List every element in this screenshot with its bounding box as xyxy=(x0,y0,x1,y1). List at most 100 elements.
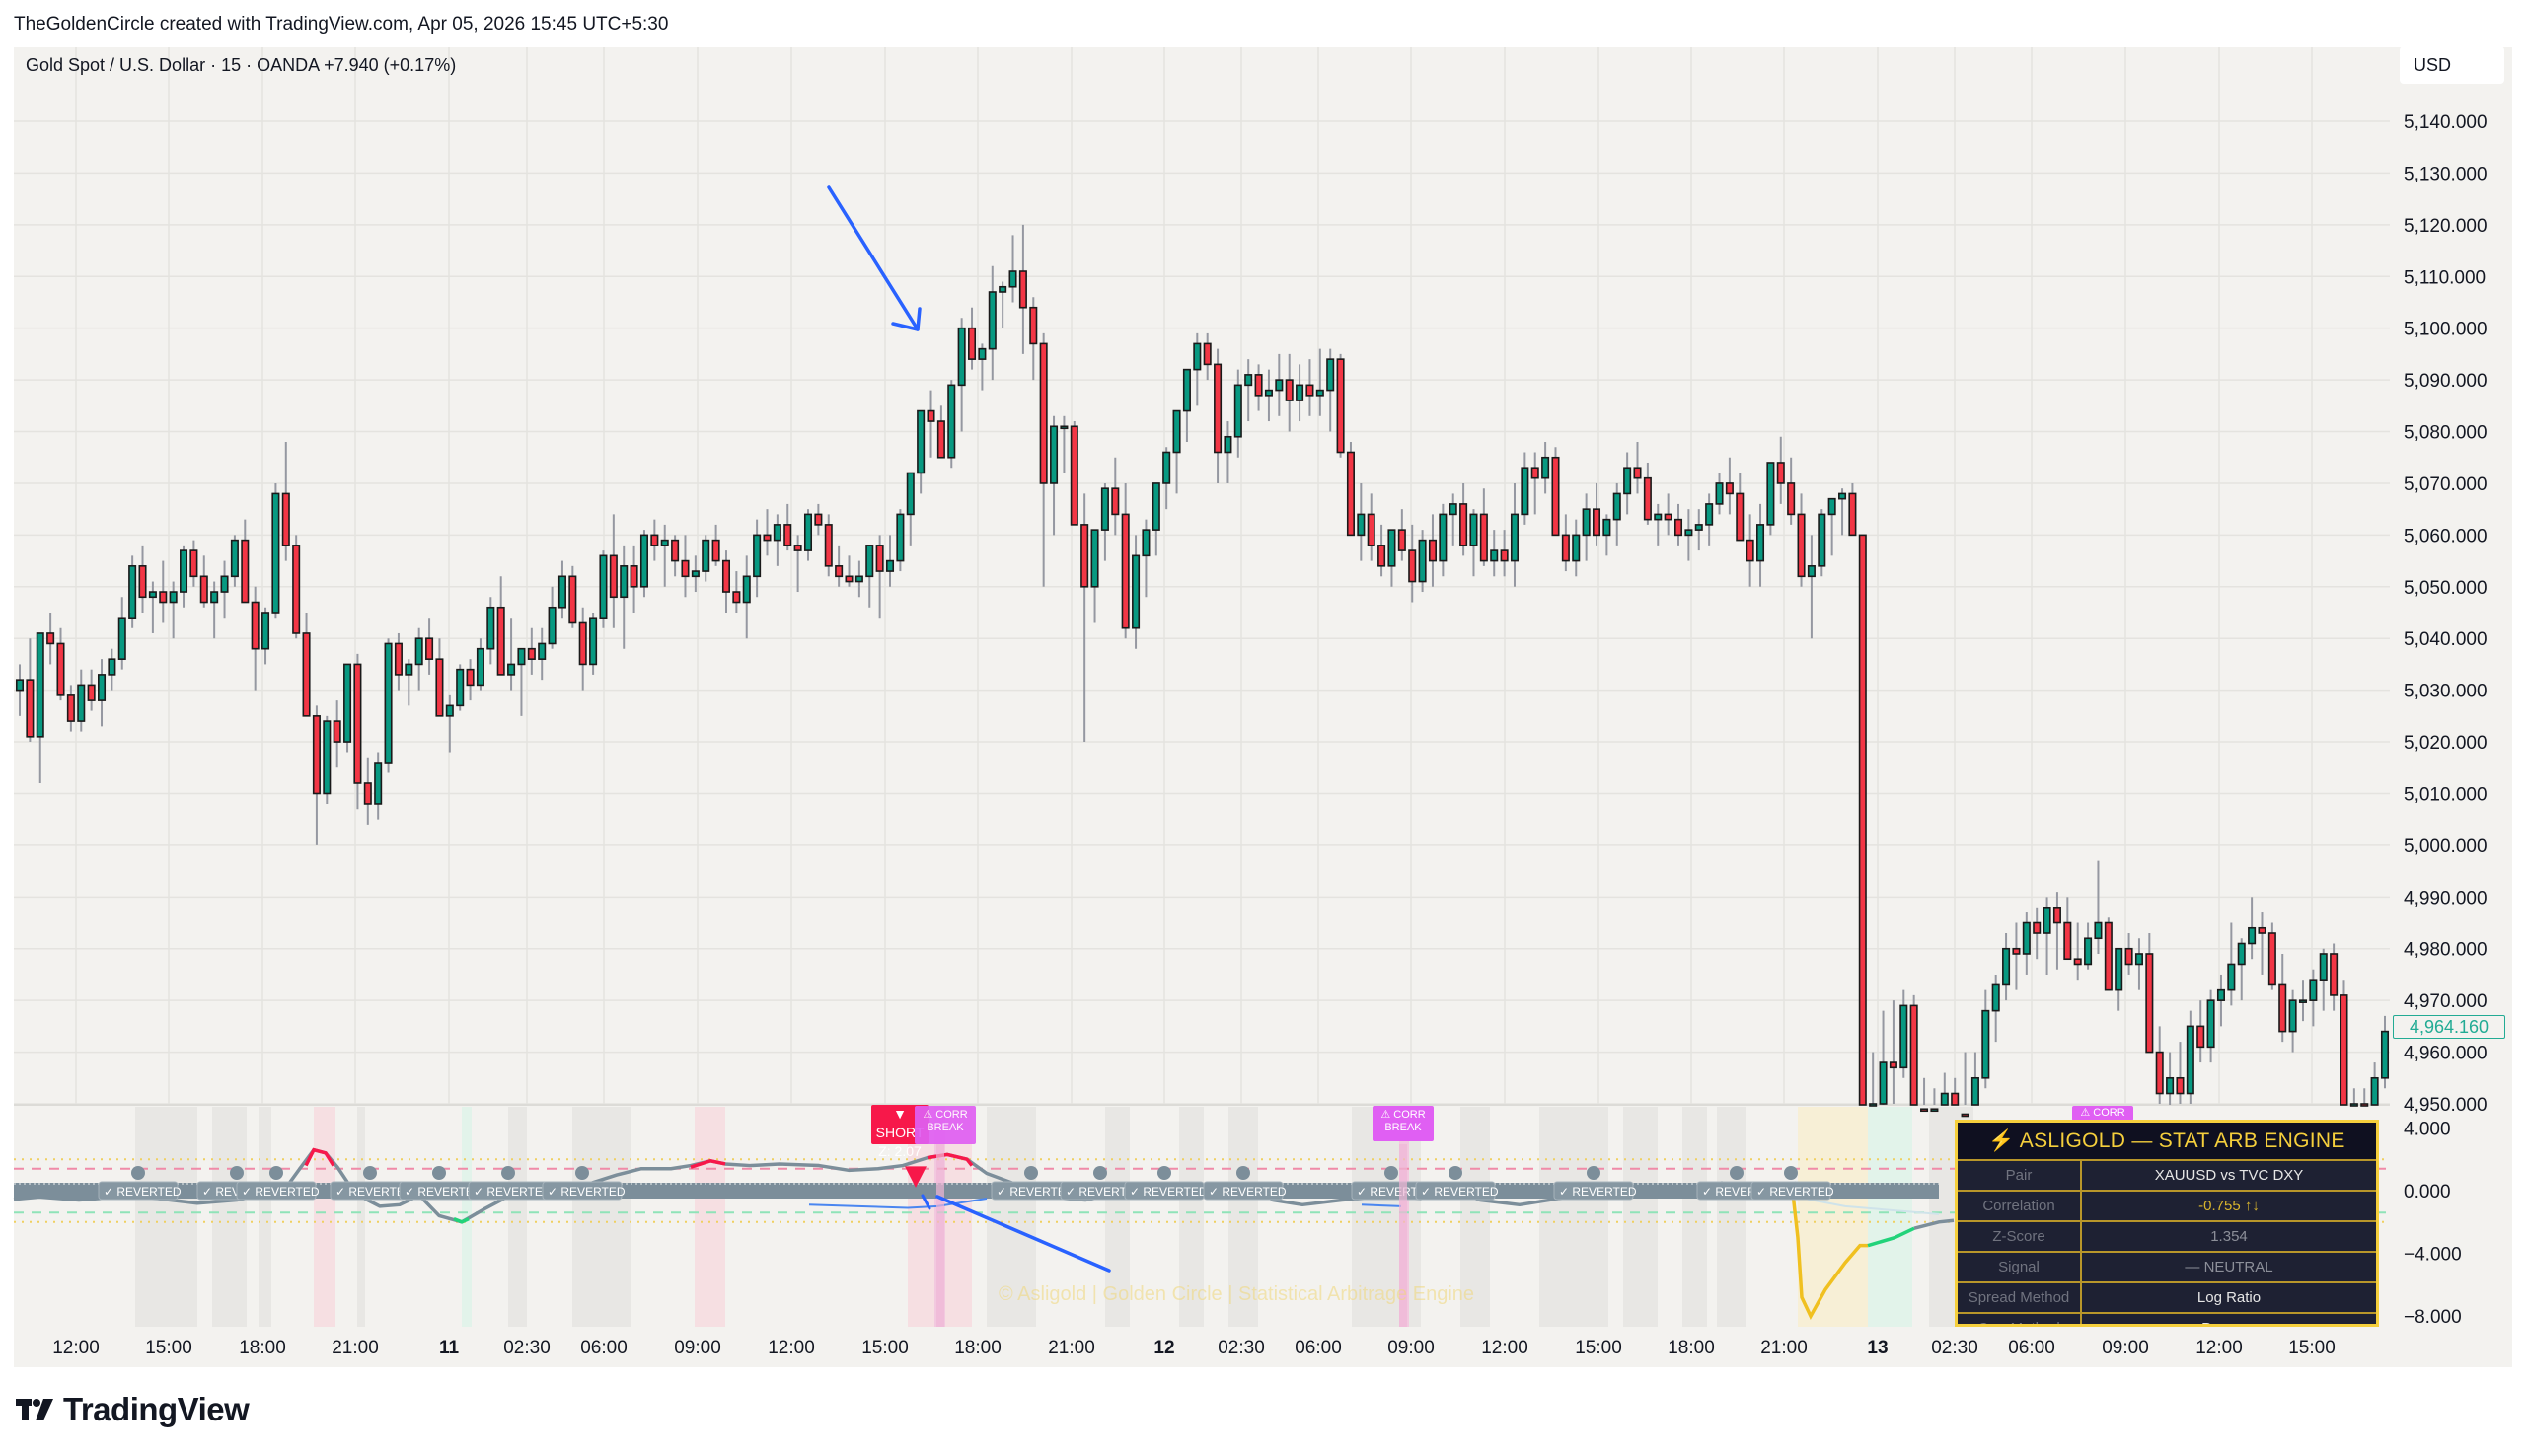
candle-up xyxy=(538,642,547,660)
candle-up xyxy=(2206,999,2215,1049)
last-price-tag: 4,964.160 xyxy=(2393,1015,2505,1039)
tradingview-logo-icon xyxy=(16,1399,53,1420)
candle-up xyxy=(896,513,905,562)
candle-down xyxy=(2196,1025,2205,1049)
short-signal-triangle-icon xyxy=(905,1166,927,1188)
time-axis-label: 12:00 xyxy=(52,1338,100,1358)
reverted-pin-icon xyxy=(269,1166,283,1180)
candle-up xyxy=(978,347,987,360)
info-key: Pair xyxy=(1958,1161,2082,1190)
candle-down xyxy=(2012,947,2021,955)
candle-up xyxy=(77,684,86,722)
signal-zone xyxy=(1717,1107,1746,1327)
corr-break-marker-3[interactable]: ⚠ CORR xyxy=(2072,1106,2133,1121)
currency-button[interactable]: USD xyxy=(2400,46,2504,84)
candle-down xyxy=(845,575,854,583)
candle-up xyxy=(1090,529,1099,588)
corr-break-marker-2[interactable]: ⚠ CORR BREAK xyxy=(1373,1106,1434,1141)
candle-down xyxy=(1346,451,1355,537)
candle-up xyxy=(2248,926,2257,945)
reverted-label: ✓ REVERTED xyxy=(242,1185,320,1199)
info-row-corr-method: Corr Method Pearson xyxy=(1958,1314,2376,1324)
candle-down xyxy=(1336,358,1345,454)
candle-up xyxy=(2319,953,2328,981)
annotation-line-subpane-short[interactable] xyxy=(921,1194,931,1210)
candle-down xyxy=(578,621,587,666)
candle-up xyxy=(2237,942,2246,966)
candle-down xyxy=(241,539,250,604)
candle-up xyxy=(1326,358,1335,392)
candle-down xyxy=(1592,508,1601,537)
candle-up xyxy=(405,663,413,676)
reverted-label: ✓ REVERTED xyxy=(405,1185,483,1199)
time-axis[interactable]: 12:00 15:00 18:00 21:00 11 02:30 06:00 09:00 12:… xyxy=(14,1327,2512,1367)
candle-down xyxy=(1643,476,1652,521)
candle-up xyxy=(323,720,332,795)
candle-up xyxy=(1981,1009,1990,1079)
candle-down xyxy=(1736,492,1745,542)
candle-up xyxy=(2380,1030,2390,1079)
corr-break-line1: ⚠ CORR xyxy=(2080,1107,2125,1119)
candle-down xyxy=(1673,518,1683,537)
reverted-label: ✓ REVERTED xyxy=(997,1185,1075,1199)
reverted-pin-icon xyxy=(230,1166,244,1180)
candle-up xyxy=(2370,1076,2379,1106)
reverted-pin-icon xyxy=(1730,1166,1744,1180)
info-value: — NEUTRAL xyxy=(2185,1259,2273,1275)
annotation-arrow-line[interactable] xyxy=(827,185,920,331)
price-axis-label: 5,110.000 xyxy=(2404,267,2486,288)
corr-break-marker-1[interactable]: ⚠ CORR BREAK xyxy=(915,1106,976,1144)
candle-up xyxy=(507,663,516,676)
candle-down xyxy=(1848,492,1857,537)
info-key: Correlation xyxy=(1958,1192,2082,1220)
candle-down xyxy=(1951,1092,1960,1106)
candle-down xyxy=(466,668,475,687)
symbol-legend[interactable]: Gold Spot / U.S. Dollar · 15 · OANDA +7.… xyxy=(26,55,457,75)
reverted-pin-icon xyxy=(1157,1166,1171,1180)
drawing-annotations[interactable] xyxy=(827,185,1111,1273)
info-value: Pearson xyxy=(2082,1314,2376,1324)
price-axis-label: 4,950.000 xyxy=(2404,1095,2488,1116)
candle-up xyxy=(1193,342,1202,371)
candle-down xyxy=(824,524,833,567)
reverted-label-bg xyxy=(1553,1181,1634,1201)
time-axis-label: 18:00 xyxy=(954,1338,1002,1358)
reverted-pin-icon xyxy=(1236,1166,1250,1180)
info-value: -0.755 ↑↓ xyxy=(2198,1198,2260,1214)
time-axis-label: 09:00 xyxy=(674,1338,721,1358)
info-key: Signal xyxy=(1958,1253,2082,1281)
tradingview-logo[interactable]: TradingView xyxy=(16,1391,250,1428)
reverted-label: ✓ REVERTED xyxy=(548,1185,626,1199)
time-axis-label: 15:00 xyxy=(1575,1338,1622,1358)
annotation-line-subpane[interactable] xyxy=(935,1195,1111,1273)
candle-down xyxy=(281,492,290,546)
candle-up xyxy=(445,704,454,717)
candle-down xyxy=(1633,467,1642,479)
candle-down xyxy=(2176,1076,2185,1095)
time-axis-bg xyxy=(14,1327,2512,1367)
candle-down xyxy=(1203,342,1212,366)
candle-down xyxy=(875,545,884,572)
candle-down xyxy=(927,409,935,422)
zscore-extreme-segment xyxy=(1790,1184,1868,1321)
price-axis-label: 4,960.000 xyxy=(2404,1044,2488,1064)
candle-up xyxy=(999,285,1007,293)
candle-up xyxy=(803,513,813,551)
price-axis[interactable]: 5,140.000 5,130.000 5,120.000 5,110.000 5,10… xyxy=(2390,47,2512,1367)
candle-down xyxy=(2124,947,2133,966)
signal-zone xyxy=(1228,1107,1258,1327)
candle-down xyxy=(1214,363,1223,454)
candle-up xyxy=(456,668,465,707)
candle-up xyxy=(1705,503,1714,526)
candle-down xyxy=(2267,932,2276,986)
candle-up xyxy=(1582,508,1591,537)
candle-down xyxy=(671,539,680,562)
candle-down xyxy=(1408,549,1417,583)
candle-down xyxy=(2330,953,2339,996)
candle-down xyxy=(1039,342,1048,484)
candle-down xyxy=(1530,467,1539,479)
candle-up xyxy=(1264,389,1273,397)
candle-up xyxy=(1572,534,1581,562)
candle-up xyxy=(36,632,44,738)
info-row-zscore: Z-Score 1.354 xyxy=(1958,1222,2376,1253)
